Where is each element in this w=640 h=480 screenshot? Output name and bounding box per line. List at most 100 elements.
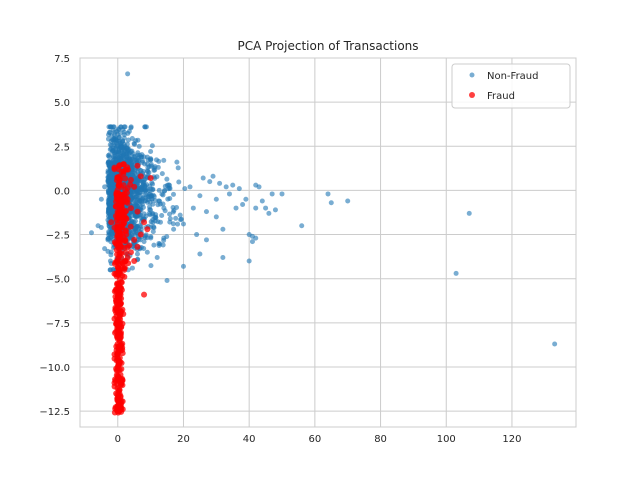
data-point (150, 229, 156, 235)
data-point (176, 179, 182, 185)
data-point (112, 203, 119, 210)
data-point (111, 315, 118, 322)
data-point (147, 175, 154, 182)
data-point (156, 187, 162, 193)
data-point (142, 161, 148, 167)
data-point (102, 246, 108, 252)
data-point (161, 205, 167, 211)
data-point (187, 184, 193, 190)
data-point (127, 176, 134, 183)
x-tick-label: 20 (177, 434, 190, 445)
data-point (175, 221, 181, 227)
chart-title: PCA Projection of Transactions (237, 39, 418, 53)
data-point (269, 191, 275, 197)
data-point (156, 242, 162, 248)
data-point (108, 249, 114, 255)
data-point (150, 181, 156, 187)
data-point (180, 263, 186, 269)
data-point (200, 175, 206, 181)
data-point (236, 186, 242, 192)
data-point (134, 152, 140, 158)
data-point (132, 157, 138, 163)
y-tick-label: −5.0 (46, 275, 70, 286)
data-point (150, 220, 156, 226)
plot-points (88, 71, 558, 416)
data-point (112, 377, 119, 384)
data-point (114, 259, 121, 266)
data-point (111, 153, 117, 159)
data-point (116, 173, 123, 180)
data-point (131, 236, 138, 243)
data-point (121, 129, 127, 135)
data-point (125, 145, 131, 151)
y-axis-ticks: 7.5 5.0 2.5 0.0 −2.5 −5.0 −7.5 −10.0 −12.5 (39, 54, 70, 418)
data-point (148, 156, 154, 162)
data-point (144, 249, 150, 255)
data-point (453, 270, 459, 276)
data-point (118, 168, 125, 175)
data-point (154, 157, 160, 163)
data-point (107, 124, 113, 130)
data-point (129, 219, 135, 225)
data-point (167, 216, 173, 222)
data-point (133, 200, 139, 206)
data-point (118, 124, 124, 130)
data-point (266, 210, 272, 216)
data-point (134, 162, 141, 169)
data-point (139, 198, 145, 204)
data-point (207, 179, 213, 185)
data-point (111, 150, 117, 156)
data-point (243, 196, 249, 202)
data-point (197, 193, 203, 199)
data-point (132, 141, 138, 147)
data-point (180, 221, 186, 227)
data-point (114, 395, 121, 402)
data-point (117, 234, 124, 241)
data-point (118, 224, 125, 231)
data-point (148, 263, 154, 269)
data-point (141, 154, 147, 160)
data-point (263, 205, 269, 211)
data-point (148, 149, 154, 155)
data-point (131, 183, 138, 190)
data-point (122, 236, 129, 243)
data-point (111, 224, 118, 231)
data-point (116, 211, 123, 218)
data-point (240, 202, 246, 208)
data-point (131, 258, 138, 265)
data-point (466, 210, 472, 216)
data-point (151, 242, 157, 248)
data-point (272, 207, 278, 213)
data-point (161, 235, 167, 241)
data-point (197, 251, 203, 257)
data-point (118, 300, 125, 307)
data-point (153, 212, 159, 218)
data-point (157, 201, 163, 207)
y-tick-label: 5.0 (54, 98, 70, 109)
data-point (114, 335, 121, 342)
data-point (142, 192, 148, 198)
data-point (233, 205, 239, 211)
data-point (259, 198, 265, 204)
data-point (113, 365, 120, 372)
data-point (178, 216, 184, 222)
data-point (146, 170, 152, 176)
x-tick-label: 120 (502, 434, 521, 445)
plot-frame (79, 57, 577, 428)
data-point (115, 268, 122, 275)
data-point (148, 234, 154, 240)
data-point (107, 142, 113, 148)
data-point (107, 129, 113, 135)
x-axis-ticks: 0 20 40 60 80 100 120 (115, 434, 522, 445)
data-point (107, 209, 113, 215)
data-point (105, 237, 111, 243)
data-point (113, 300, 120, 307)
data-point (253, 205, 259, 211)
data-point (118, 279, 125, 286)
data-point (121, 273, 128, 280)
data-point (105, 153, 111, 159)
data-point (161, 157, 167, 163)
data-point (111, 124, 117, 130)
data-point (113, 390, 120, 397)
data-point (127, 249, 134, 256)
